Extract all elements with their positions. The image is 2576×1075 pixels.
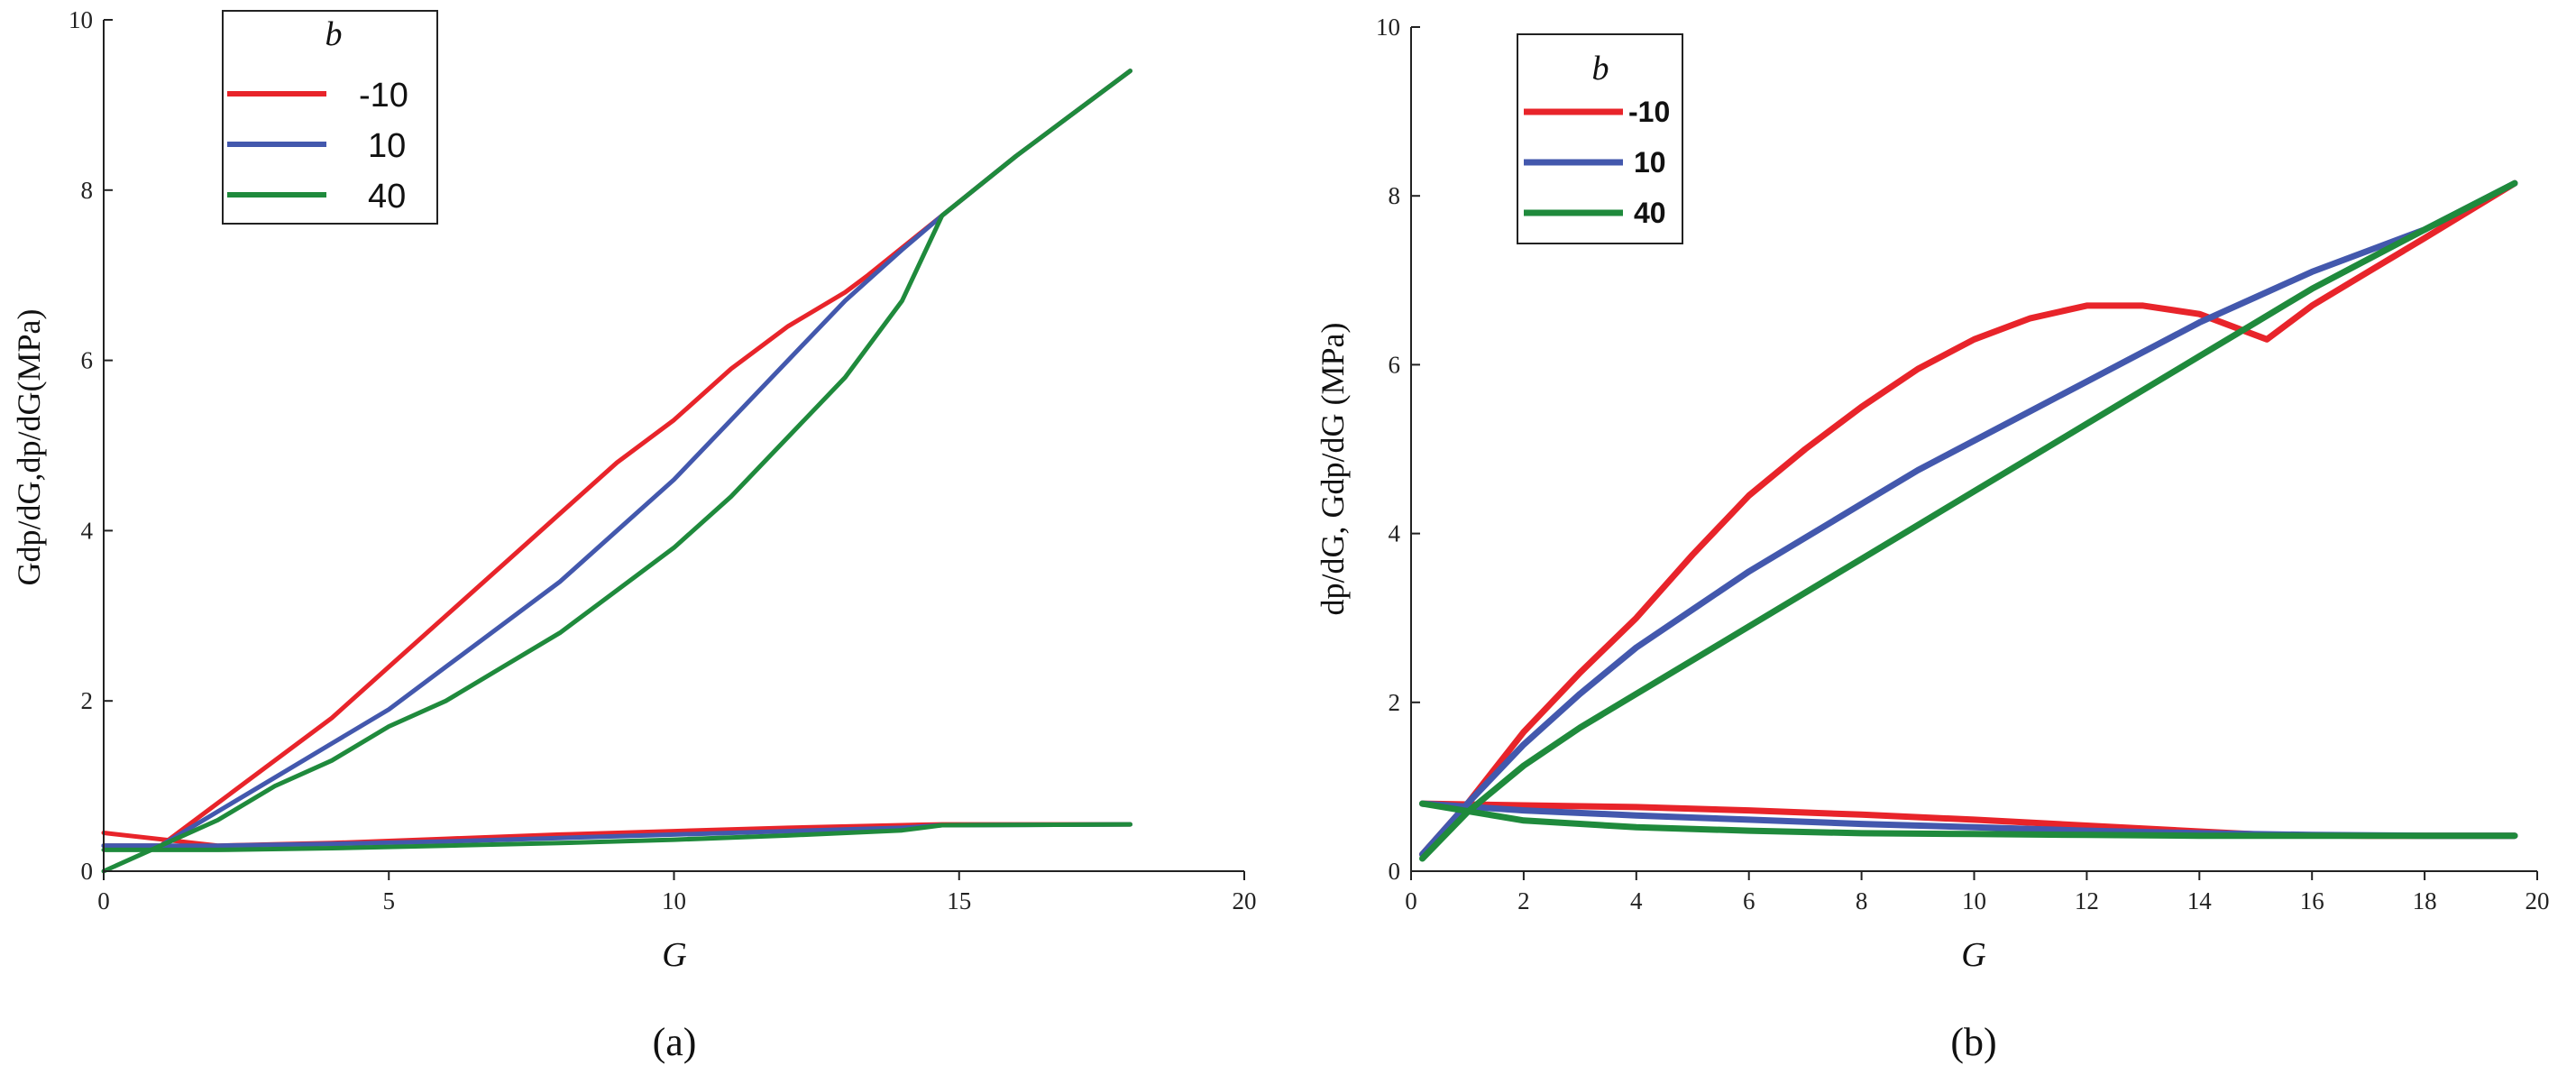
x-tick-label-b-4: 8 (1856, 887, 1868, 914)
legend-b: b -10 10 40 (1517, 33, 1683, 244)
panel-label-b: (b) (1950, 1020, 1996, 1064)
plot-area-b (1419, 179, 2518, 862)
x-ticks-b: 0 2 4 6 8 10 12 14 16 18 20 (1405, 871, 2550, 914)
panel-b: 0 2 4 6 8 10 12 14 16 18 20 0 2 4 6 8 10 G dp/dG, Gdp/d… (1315, 14, 2550, 1064)
y-tick-label-a-1: 2 (81, 687, 94, 714)
x-tick-label-b-6: 12 (2075, 887, 2099, 914)
legend-label-a-0: -10 (359, 77, 408, 115)
y-ticks-a: 0 2 4 6 8 10 (69, 6, 113, 885)
series-line-a-4 (101, 69, 1132, 874)
y-tick-label-b-1: 2 (1389, 689, 1401, 716)
x-tick-label-b-7: 14 (2187, 887, 2213, 914)
x-tick-label-a-2: 10 (662, 887, 686, 914)
x-tick-label-b-2: 4 (1630, 887, 1643, 914)
y-tick-label-a-3: 6 (81, 347, 94, 374)
y-axis-title-a: Gdp/dG,dp/dG(MPa) (11, 309, 47, 586)
x-tick-label-b-10: 20 (2526, 887, 2550, 914)
y-ticks-b: 0 2 4 6 8 10 (1376, 14, 1420, 885)
x-tick-label-a-4: 20 (1233, 887, 1257, 914)
x-tick-label-a-0: 0 (97, 887, 110, 914)
y-tick-label-a-5: 10 (69, 6, 93, 33)
legend-box-b (1517, 33, 1683, 244)
x-tick-label-b-5: 10 (1962, 887, 1986, 914)
legend-box-a (222, 10, 438, 225)
legend-title-b: b (1592, 50, 1609, 87)
series-line-a-2 (101, 69, 1132, 849)
x-axis-title-b: G (1961, 936, 1985, 974)
legend-label-a-1: 10 (368, 127, 406, 165)
x-ticks-a: 0 5 10 15 20 (97, 871, 1257, 914)
panel-label-a: (a) (653, 1020, 697, 1064)
y-tick-label-a-2: 4 (81, 517, 94, 544)
series-line-b-2 (1419, 179, 2518, 858)
x-axis-title-a: G (662, 936, 686, 974)
x-tick-label-a-3: 15 (947, 887, 971, 914)
series-line-a-0 (101, 69, 1132, 849)
x-tick-label-a-1: 5 (383, 887, 396, 914)
y-tick-label-b-0: 0 (1389, 858, 1401, 885)
legend-label-b-1: 10 (1634, 146, 1666, 179)
y-tick-label-b-5: 10 (1376, 14, 1400, 41)
y-tick-label-a-0: 0 (81, 858, 94, 885)
legend-label-b-0: -10 (1628, 96, 1670, 128)
x-tick-label-b-1: 2 (1517, 887, 1530, 914)
y-tick-label-b-4: 8 (1389, 182, 1401, 209)
series-line-b-4 (1419, 179, 2518, 862)
x-tick-label-b-8: 16 (2300, 887, 2324, 914)
x-tick-label-b-0: 0 (1405, 887, 1417, 914)
legend-a: b -10 10 40 (222, 10, 438, 225)
legend-label-a-2: 40 (368, 178, 406, 216)
y-tick-label-a-4: 8 (81, 177, 94, 204)
y-tick-label-b-3: 6 (1389, 351, 1401, 378)
plot-area-a (101, 69, 1132, 874)
series-line-a-5 (101, 822, 1132, 852)
series-line-b-5 (1419, 800, 2518, 840)
legend-label-b-2: 40 (1634, 197, 1666, 229)
panel-a: 0 5 10 15 20 0 2 4 6 8 10 G Gdp/dG,dp/dG(MPa) (a)… (11, 6, 1257, 1064)
y-axis-title-b: dp/dG, Gdp/dG (MPa) (1315, 323, 1351, 616)
series-line-b-0 (1419, 179, 2518, 858)
y-tick-label-b-2: 4 (1389, 520, 1401, 547)
x-tick-label-b-3: 6 (1743, 887, 1756, 914)
x-tick-label-b-9: 18 (2413, 887, 2437, 914)
legend-title-a: b (325, 15, 343, 53)
